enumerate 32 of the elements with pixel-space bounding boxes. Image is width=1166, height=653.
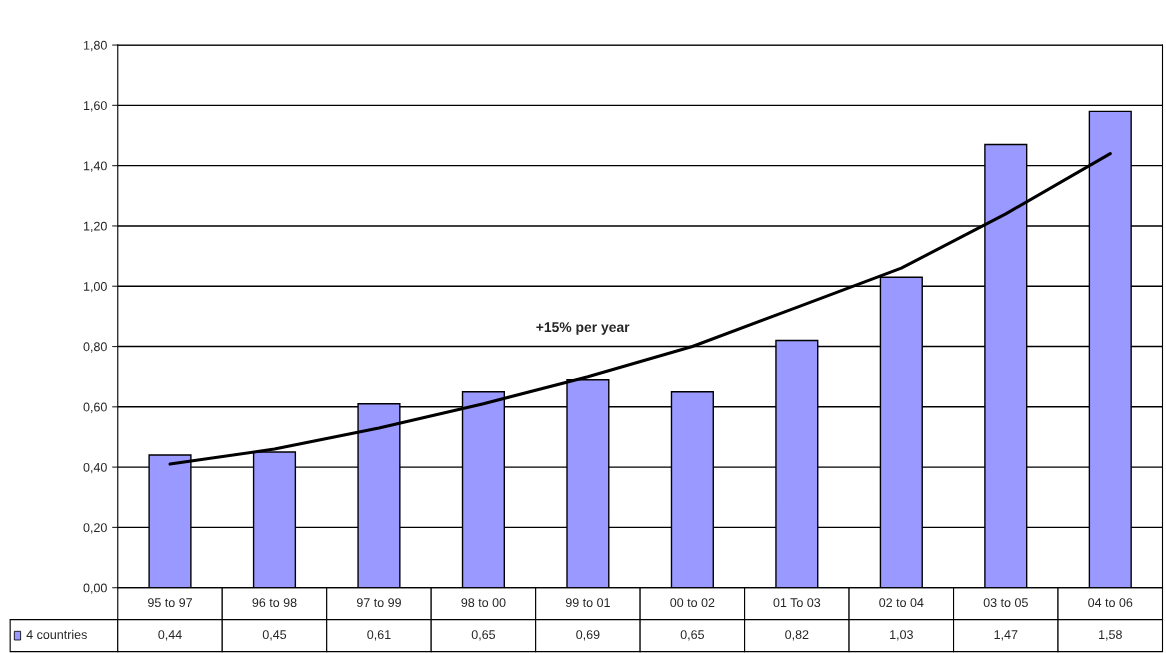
y-tick-label: 0,60 <box>83 402 107 413</box>
data-label: 0,69 <box>576 630 600 641</box>
x-tick-label: 99 to 01 <box>565 598 610 608</box>
y-tick-label: 1,40 <box>83 161 107 172</box>
x-tick-label: 97 to 99 <box>356 598 401 608</box>
y-tick-label: 1,00 <box>83 282 107 293</box>
y-tick-label: 0,20 <box>83 523 107 534</box>
y-tick-label: 1,80 <box>83 40 107 52</box>
annotation: +15% per year <box>536 322 630 335</box>
y-tick-label: 0,40 <box>83 462 107 474</box>
x-tick-label: 98 to 00 <box>461 598 506 608</box>
data-label: 1,47 <box>994 630 1018 641</box>
y-tick-label: 0,80 <box>83 342 107 353</box>
x-tick-label: 01 To 03 <box>773 598 821 608</box>
data-label: 0,65 <box>680 630 705 641</box>
data-label: 1,58 <box>1099 630 1122 641</box>
x-tick-label: 02 to 04 <box>879 598 924 608</box>
y-tick-label: 0,00 <box>83 583 107 594</box>
y-tick-label: 1,20 <box>83 221 107 233</box>
data-label: 0,45 <box>262 630 287 641</box>
x-tick-label: 00 to 02 <box>670 598 715 608</box>
y-tick-label: 1,60 <box>83 101 107 112</box>
legend-label: 4 countries <box>26 629 87 640</box>
data-label: 0,61 <box>367 630 391 641</box>
x-tick-label: 03 to 05 <box>983 598 1028 608</box>
x-tick-label: 95 to 97 <box>148 598 192 608</box>
data-label: 1,03 <box>890 630 913 641</box>
data-label: 0,44 <box>158 630 182 641</box>
x-tick-label: 96 to 98 <box>252 598 297 608</box>
data-label: 0,82 <box>785 630 809 641</box>
x-tick-label: 04 to 06 <box>1088 598 1133 608</box>
data-label: 0,65 <box>471 630 496 641</box>
